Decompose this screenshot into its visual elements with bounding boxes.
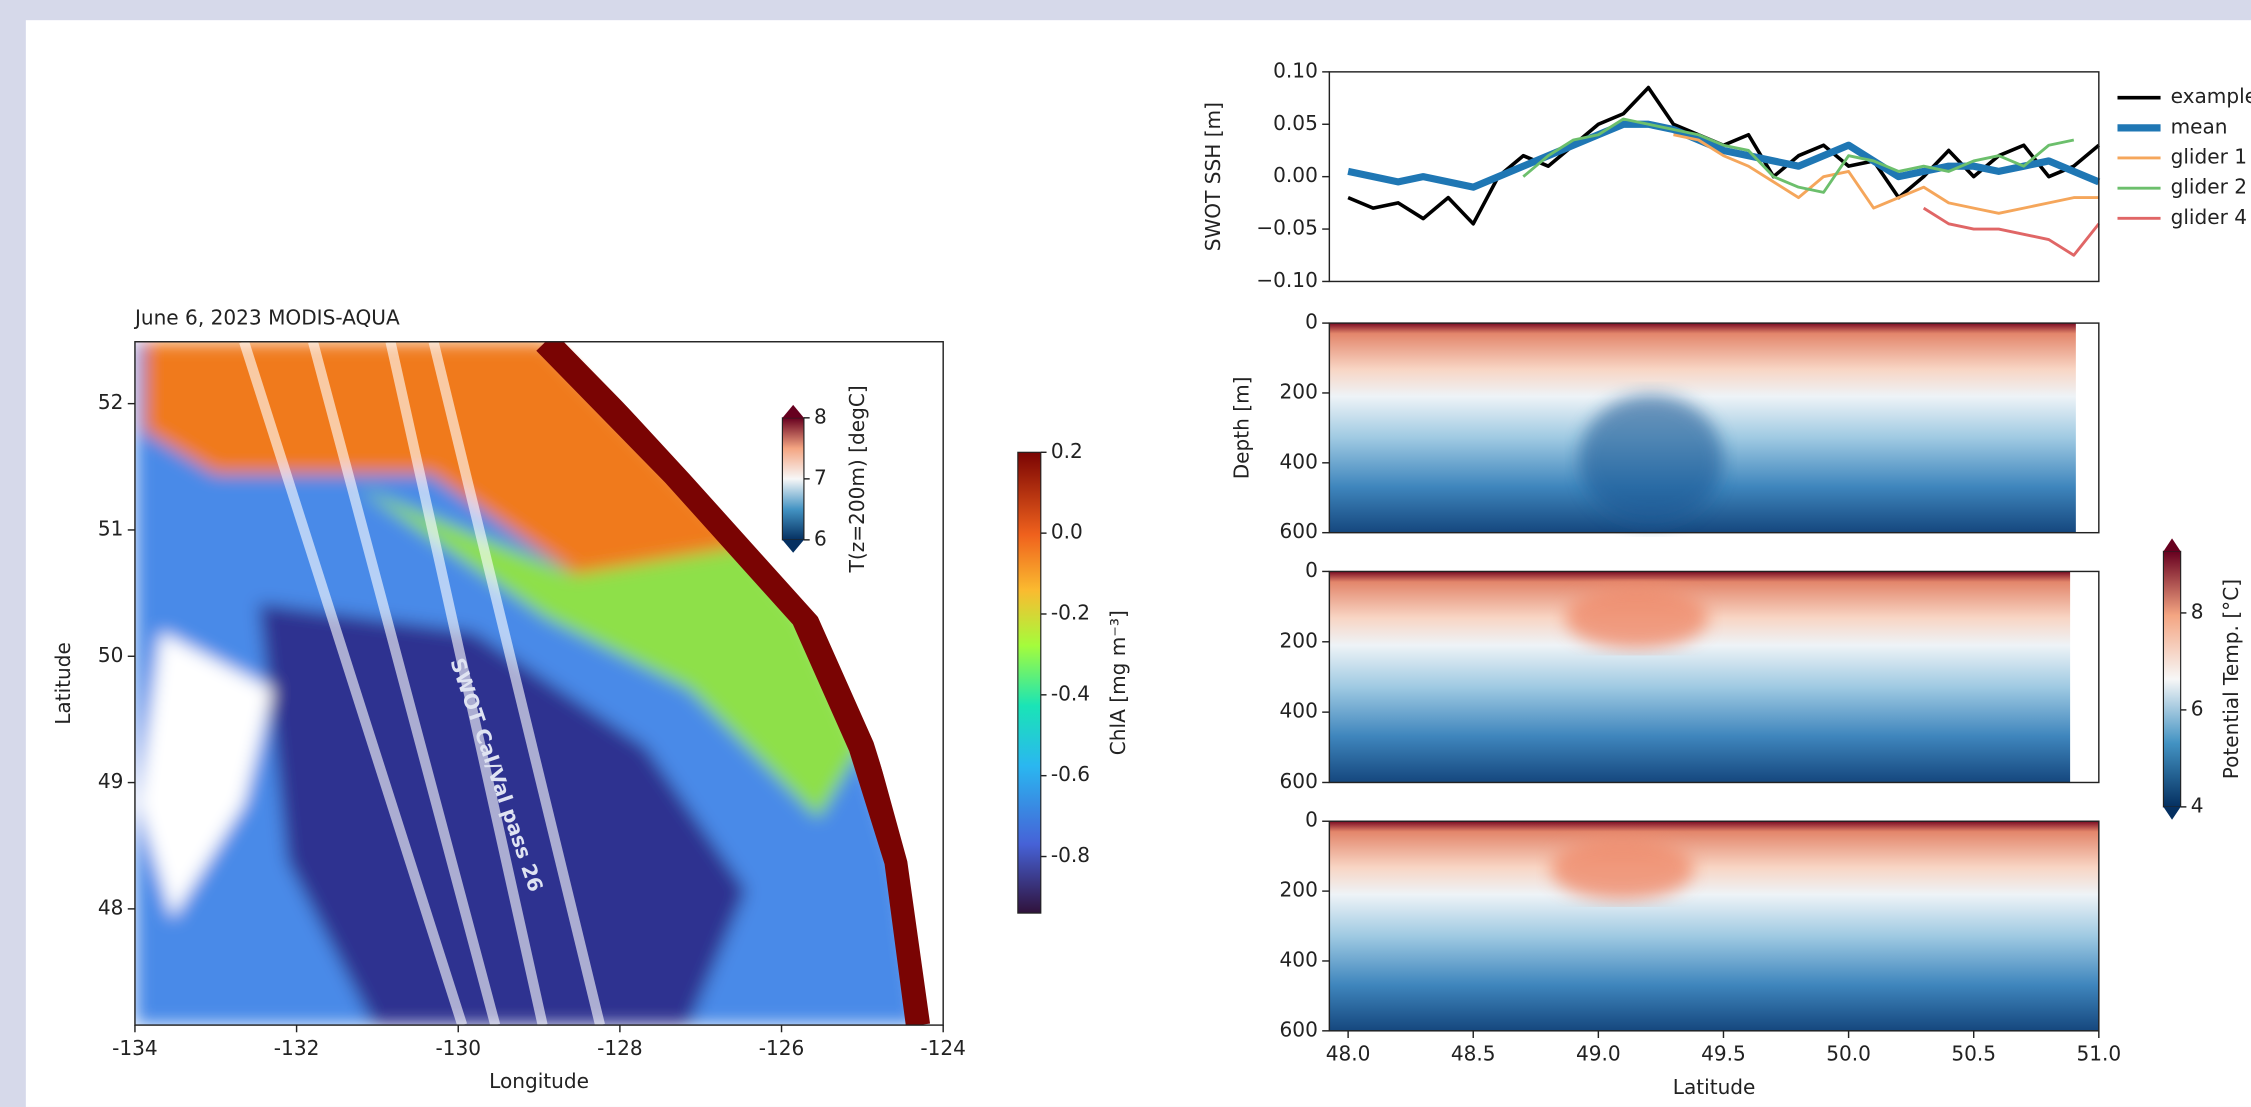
- y-tick-label: 200: [1280, 628, 1318, 652]
- colorbar: [1017, 451, 1042, 914]
- colorbar-tick-label: -0.2: [1051, 600, 1090, 624]
- y-tick-label: 50: [98, 643, 124, 667]
- axes-frame: [1328, 820, 2100, 1032]
- colorbar-tick-label: 6: [2191, 696, 2204, 720]
- colorbar-tick-label: 8: [814, 404, 827, 428]
- y-tick-label: 400: [1280, 947, 1318, 971]
- colorbar-tick-label: 6: [814, 526, 827, 550]
- colorbar-tick-label: 0.0: [1051, 520, 1083, 544]
- y-tick-label: 0.10: [1273, 58, 1318, 82]
- x-tick-label: 50.0: [1826, 1042, 1871, 1066]
- y-tick-label: 400: [1280, 449, 1318, 473]
- colorbar-tick-label: 7: [814, 465, 827, 489]
- colorbar-extend: [2163, 806, 2181, 820]
- y-axis-label: Latitude: [51, 642, 75, 725]
- y-tick-label: 51: [98, 516, 124, 540]
- axes-frame: [134, 341, 944, 1026]
- x-axis-label: Latitude: [1673, 1075, 1756, 1099]
- x-tick-label: -132: [274, 1036, 320, 1060]
- y-tick-label: 600: [1280, 519, 1318, 543]
- x-tick-label: 50.5: [1951, 1042, 1996, 1066]
- y-tick-label: 200: [1280, 878, 1318, 902]
- legend-label: glider 1: [2171, 144, 2247, 168]
- x-tick-label: -124: [920, 1036, 966, 1060]
- y-tick-label: 0: [1305, 310, 1318, 334]
- legend-label: example: [2171, 84, 2251, 108]
- colorbar-tick-label: 0.2: [1051, 439, 1083, 463]
- y-axis-label: SWOT SSH [m]: [1201, 102, 1225, 251]
- colorbar-tick-label: -0.4: [1051, 681, 1090, 705]
- colorbar-tick-label: -0.6: [1051, 762, 1090, 786]
- x-tick-label: -128: [597, 1036, 643, 1060]
- y-axis-label: Depth [m]: [1230, 377, 1254, 480]
- y-tick-label: 0.05: [1273, 111, 1318, 135]
- axes-frame: [1328, 570, 2100, 784]
- section-images: [1329, 323, 2099, 1031]
- chart-title: June 6, 2023 MODIS-AQUA: [133, 305, 400, 329]
- x-tick-label: -134: [112, 1036, 158, 1060]
- y-tick-label: 0.00: [1273, 163, 1318, 187]
- colorbar-extend: [782, 539, 804, 553]
- colorbar-label: ChlA [mg m⁻³]: [1106, 610, 1130, 755]
- y-tick-label: −0.05: [1256, 216, 1318, 240]
- y-tick-label: 0: [1305, 558, 1318, 582]
- y-tick-label: 600: [1280, 769, 1318, 793]
- colorbar-tick-label: 4: [2191, 793, 2204, 817]
- legend-label: glider 4: [2171, 205, 2247, 229]
- y-tick-label: 52: [98, 390, 124, 414]
- y-tick-label: 600: [1280, 1017, 1318, 1041]
- colorbar-tick-label: 8: [2191, 599, 2204, 623]
- axes-frame: [1328, 71, 2100, 283]
- x-tick-label: -126: [759, 1036, 805, 1060]
- x-tick-label: 49.5: [1701, 1042, 1746, 1066]
- series-line: [1673, 133, 2099, 215]
- series-line: [1347, 120, 2101, 191]
- y-tick-label: 0: [1305, 808, 1318, 832]
- colorbar-extend: [2163, 538, 2181, 552]
- y-tick-label: 48: [98, 895, 124, 919]
- colorbar: [781, 417, 805, 541]
- x-tick-label: 51.0: [2076, 1042, 2121, 1066]
- colorbar-label: Potential Temp. [°C]: [2219, 579, 2243, 779]
- legend-label: glider 2: [2171, 175, 2247, 199]
- x-tick-label: 49.0: [1576, 1042, 1621, 1066]
- y-tick-label: 200: [1280, 379, 1318, 403]
- y-tick-label: 400: [1280, 699, 1318, 723]
- x-tick-label: 48.0: [1326, 1042, 1371, 1066]
- axes-frame: [1328, 322, 2100, 534]
- colorbar-label: T(z=200m) [degC]: [845, 385, 869, 573]
- x-tick-label: -130: [435, 1036, 481, 1060]
- legend-label: mean: [2171, 114, 2228, 138]
- map-image: [134, 341, 944, 1026]
- colorbar-tick-label: -0.8: [1051, 843, 1090, 867]
- x-tick-label: 48.5: [1451, 1042, 1496, 1066]
- series-line: [1522, 117, 2075, 194]
- colorbar: [2162, 550, 2182, 808]
- colorbar-extend: [782, 404, 804, 418]
- x-axis-label: Longitude: [489, 1069, 589, 1093]
- y-tick-label: −0.10: [1256, 268, 1318, 292]
- y-tick-label: 49: [98, 769, 124, 793]
- series-line: [1922, 206, 2100, 257]
